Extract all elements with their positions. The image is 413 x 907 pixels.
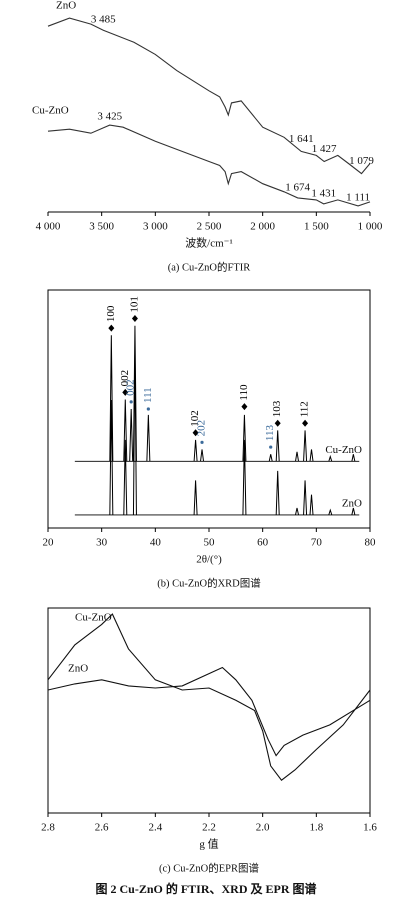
x-tick-label: 3 500 <box>89 221 114 233</box>
peak-label: 002 <box>119 370 131 387</box>
peak-marker <box>192 429 199 437</box>
x-tick-label: 2.0 <box>256 822 270 834</box>
x-tick-label: 4 000 <box>36 221 61 233</box>
diffraction-peak <box>275 430 280 462</box>
diffraction-peak <box>146 414 151 462</box>
peak-label: 101 <box>128 296 140 313</box>
diffraction-peak <box>268 454 273 462</box>
diffraction-peak <box>123 439 128 515</box>
peak-label: 1 641 <box>289 133 314 145</box>
series-label: ZnO <box>342 497 362 509</box>
x-tick-label: 2.8 <box>41 822 55 834</box>
diffraction-peak <box>123 399 128 462</box>
x-tick-label: 1 500 <box>304 221 329 233</box>
plot-frame <box>47 289 371 529</box>
caption: (a) Cu-ZnO的FTIR <box>168 260 251 273</box>
peak-marker <box>129 400 133 404</box>
diffraction-peak <box>303 480 308 515</box>
spectrum-line <box>47 17 371 175</box>
peak-marker <box>269 445 273 449</box>
peak-marker <box>274 419 281 427</box>
peak-label: 1 111 <box>346 191 370 203</box>
peak-label: 112 <box>299 401 311 417</box>
x-tick-label: 3 000 <box>143 221 168 233</box>
series-label: Cu-ZnO <box>32 105 69 117</box>
peak-marker <box>108 324 115 332</box>
diffraction-peak <box>109 399 114 515</box>
peak-marker <box>131 315 138 323</box>
diffraction-peak <box>328 508 333 516</box>
peak-label: 002 <box>125 379 137 396</box>
x-tick-label: 60 <box>257 537 269 549</box>
x-tick-label: 2.2 <box>202 822 216 834</box>
x-tick-label: 2 000 <box>250 221 275 233</box>
diffraction-peak <box>109 335 114 462</box>
diffraction-peak <box>193 480 198 515</box>
diffraction-peak <box>295 451 300 462</box>
peak-marker <box>200 440 204 444</box>
diffraction-peak <box>309 449 314 462</box>
x-tick-label: 2 500 <box>197 221 222 233</box>
diffraction-peak <box>242 439 247 515</box>
spectrum-line <box>47 613 371 781</box>
peak-label: 3 425 <box>97 111 122 123</box>
peak-label: 102 <box>189 410 201 427</box>
peak-label: 1 431 <box>311 187 336 199</box>
x-axis-label: g 值 <box>199 838 218 851</box>
diffraction-peak <box>129 408 134 462</box>
diffraction-peak <box>275 470 280 515</box>
diffraction-peak <box>328 454 333 462</box>
diffraction-peak <box>193 439 198 462</box>
caption: (c) Cu-ZnO的EPR图谱 <box>159 861 260 874</box>
x-tick-label: 30 <box>96 537 108 549</box>
diffraction-peak <box>351 454 356 462</box>
diffraction-peak <box>132 354 137 515</box>
peak-label: 1 079 <box>349 155 374 167</box>
x-tick-label: 40 <box>150 537 162 549</box>
peak-label: 113 <box>264 424 276 441</box>
peak-label: 100 <box>105 305 117 322</box>
series-label: Cu-ZnO <box>325 444 362 456</box>
peak-marker <box>146 407 150 411</box>
figure-title: 图 2 Cu-ZnO 的 FTIR、XRD 及 EPR 图谱 <box>95 881 316 896</box>
series-label: Cu-ZnO <box>75 612 112 624</box>
x-tick-label: 50 <box>204 537 216 549</box>
series-label: ZnO <box>56 0 76 12</box>
caption: (b) Cu-ZnO的XRD图谱 <box>157 576 261 589</box>
x-tick-label: 1.8 <box>309 822 323 834</box>
x-tick-label: 2.4 <box>148 822 162 834</box>
diffraction-peak <box>309 494 314 515</box>
peak-label: 1 427 <box>312 143 337 155</box>
peak-label: 1 674 <box>285 181 310 193</box>
x-tick-label: 20 <box>43 537 55 549</box>
x-tick-label: 1 000 <box>358 221 383 233</box>
diffraction-peak <box>200 449 205 462</box>
diffraction-peak <box>351 507 356 516</box>
peak-label: 103 <box>271 400 283 417</box>
peak-marker <box>241 403 248 411</box>
x-tick-label: 80 <box>365 537 377 549</box>
diffraction-peak <box>295 507 300 516</box>
peak-label: 202 <box>196 420 208 437</box>
x-axis-label: 2θ/(°) <box>196 554 222 566</box>
diffraction-peak <box>242 414 247 462</box>
x-tick-label: 70 <box>311 537 323 549</box>
spectrum-line <box>47 666 371 757</box>
x-tick-label: 1.6 <box>363 822 377 834</box>
spectrum-line <box>47 124 371 207</box>
peak-label: 111 <box>142 387 154 403</box>
x-axis-label: 波数/cm⁻¹ <box>185 237 233 250</box>
peak-label: 3 485 <box>91 14 116 26</box>
peak-label: 110 <box>238 384 250 401</box>
diffraction-peak <box>303 430 308 462</box>
plot-frame <box>47 607 371 814</box>
peak-marker <box>122 388 129 396</box>
series-label: ZnO <box>68 663 88 675</box>
x-tick-label: 2.6 <box>95 822 109 834</box>
peak-marker <box>302 419 309 427</box>
